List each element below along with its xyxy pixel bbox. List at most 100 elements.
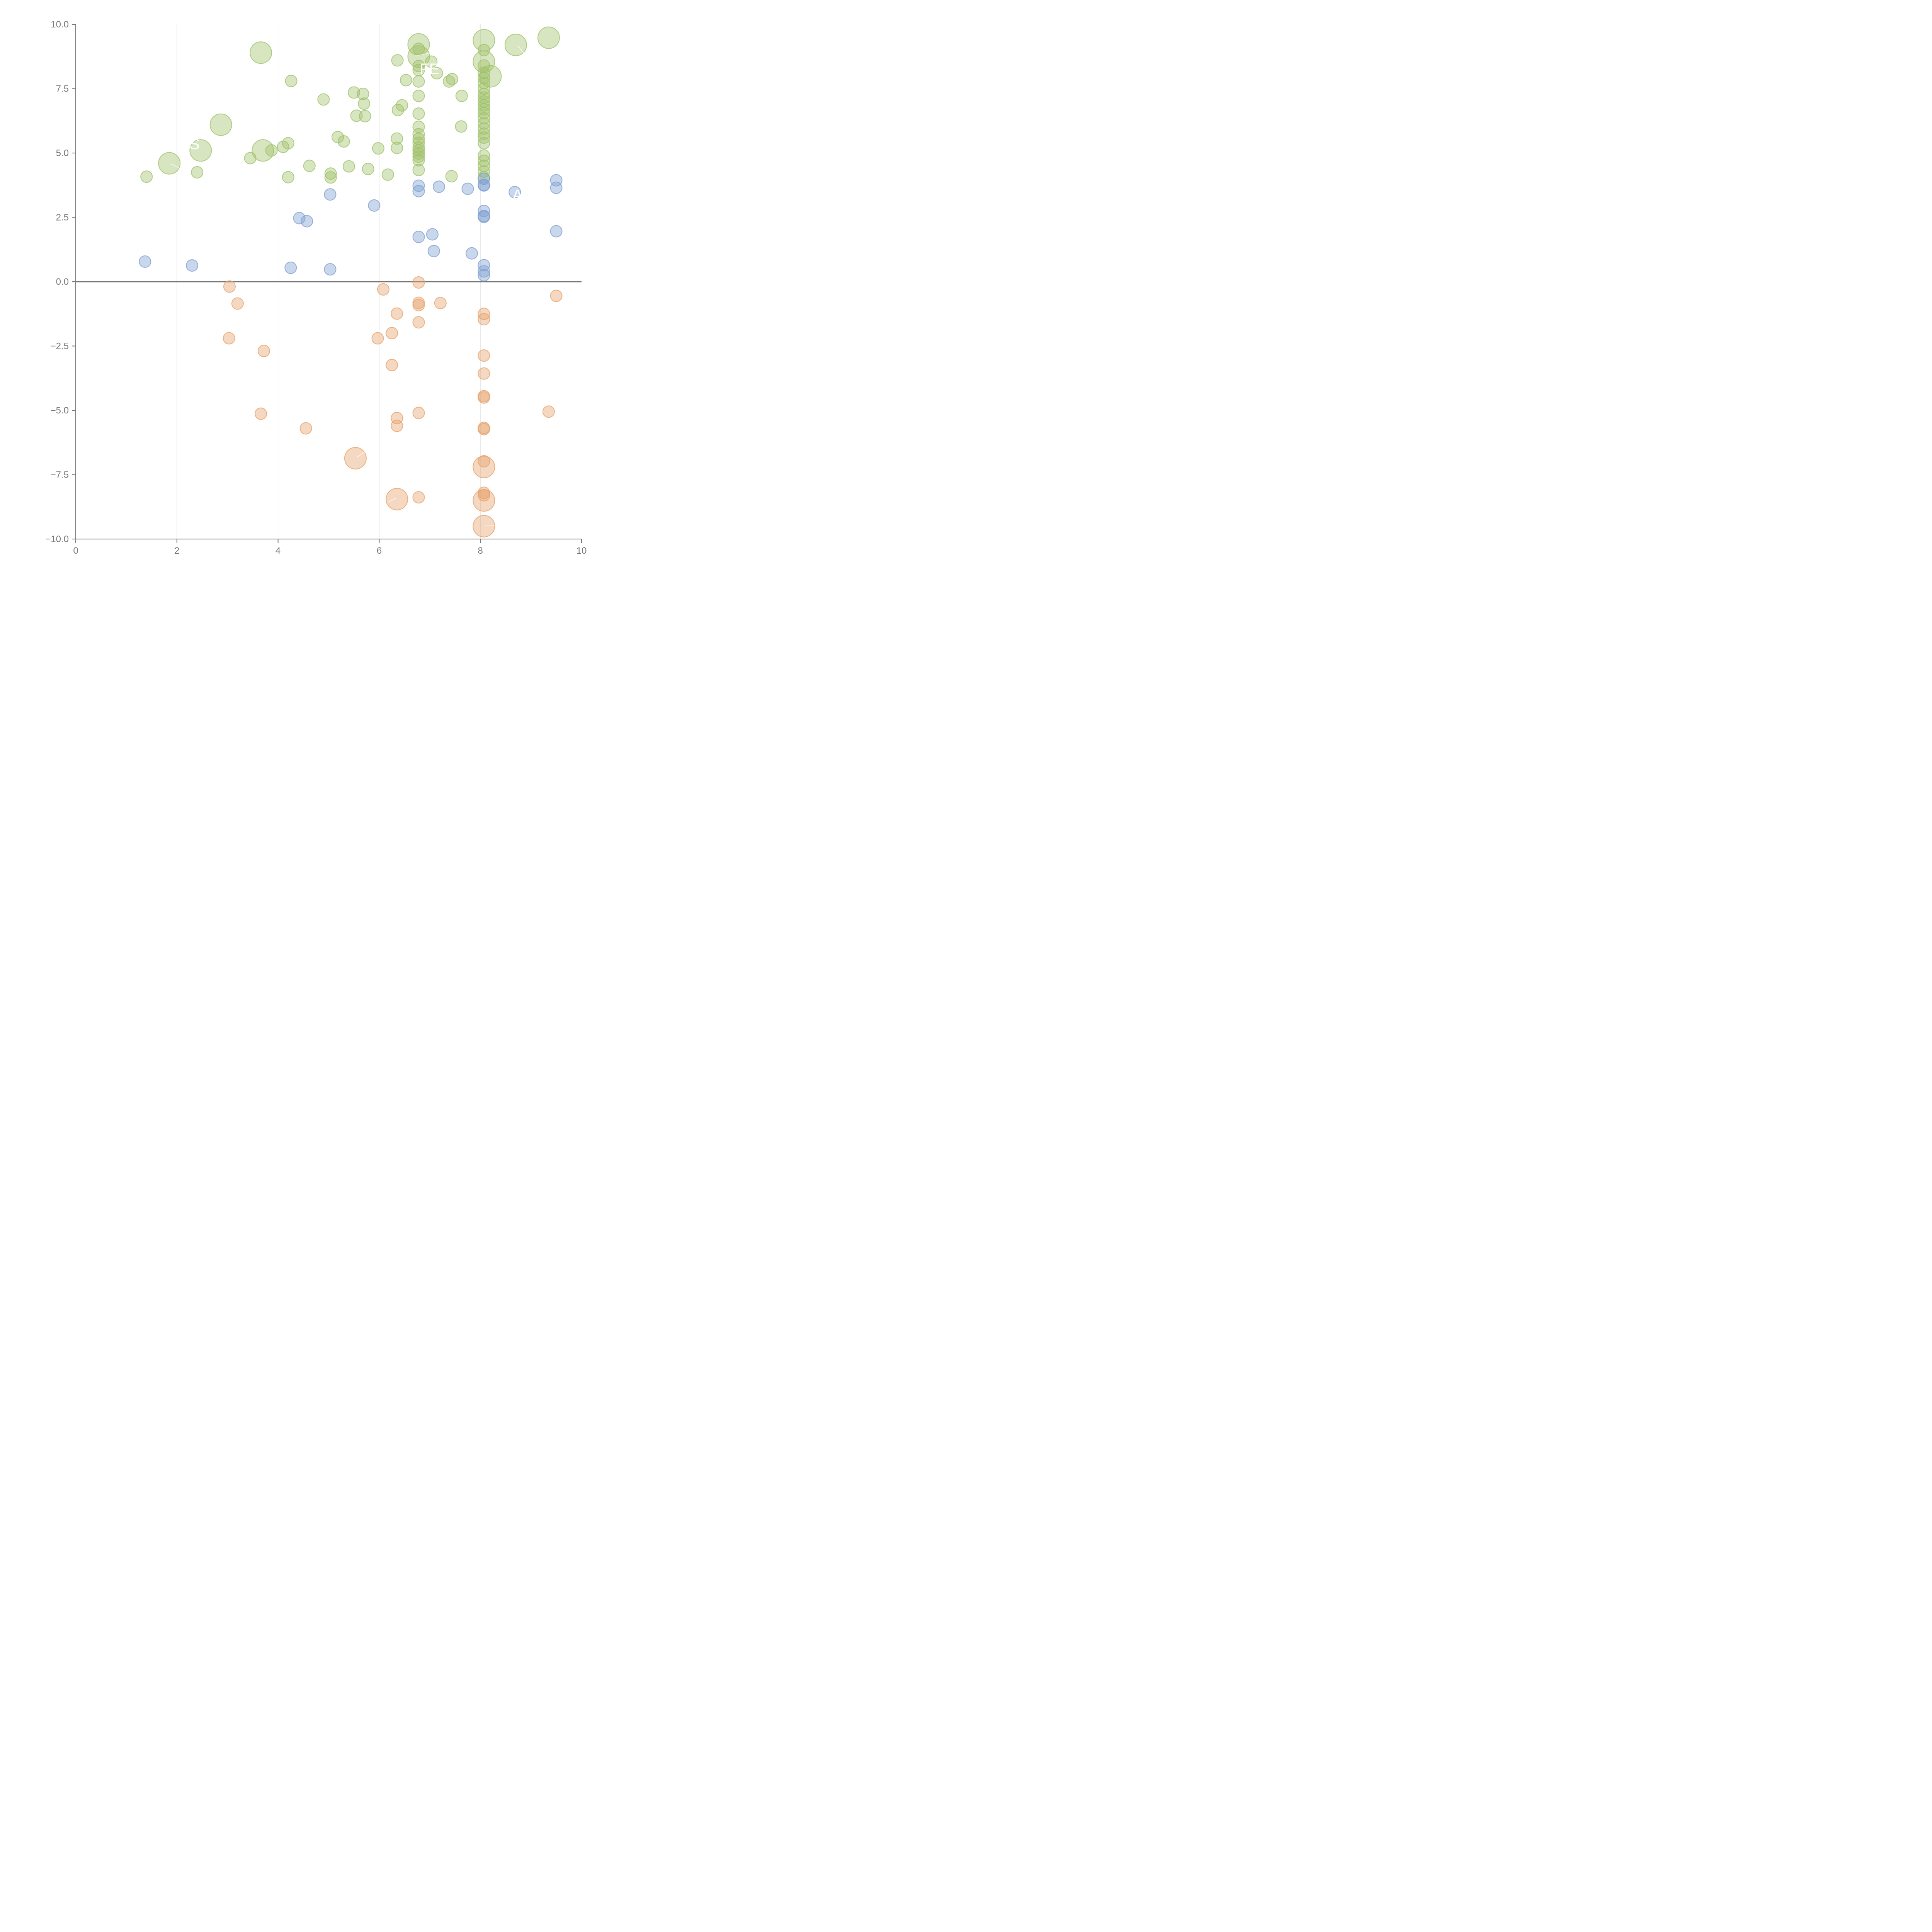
data-point xyxy=(430,67,443,80)
data-point xyxy=(407,33,430,56)
data-point xyxy=(252,139,274,162)
data-point xyxy=(478,112,490,125)
data-point xyxy=(445,170,458,182)
scatter-chart: 0 2 4 6 8 10 10.0 7.5 5.0 2.5 0.0 −2.5 −5.0 −7.5 −10.0… xyxy=(45,19,587,556)
data-point xyxy=(303,160,316,172)
data-point xyxy=(412,121,425,133)
data-point xyxy=(223,332,235,345)
data-point xyxy=(412,231,425,243)
y-tick-label: 2.5 xyxy=(56,213,69,223)
y-tick-label: 10.0 xyxy=(51,19,69,30)
x-tick-label: 6 xyxy=(377,546,382,556)
data-point xyxy=(412,179,425,192)
data-point xyxy=(391,141,403,154)
data-point xyxy=(478,391,490,404)
data-point xyxy=(359,110,371,122)
data-point xyxy=(158,152,181,175)
data-point xyxy=(317,93,330,106)
annotation-labels: S FE A xyxy=(170,45,524,526)
data-point xyxy=(550,174,563,187)
data-point xyxy=(465,247,478,260)
y-tick-label: 5.0 xyxy=(56,148,69,158)
data-point xyxy=(377,283,389,296)
data-point xyxy=(386,488,408,510)
data-point xyxy=(478,77,490,89)
data-point xyxy=(473,29,495,52)
data-point xyxy=(412,136,425,149)
data-point xyxy=(209,113,232,136)
data-point xyxy=(412,141,425,154)
data-point xyxy=(250,41,272,64)
data-point xyxy=(189,139,212,162)
data-point xyxy=(140,170,153,183)
data-point xyxy=(386,359,398,371)
data-point xyxy=(368,199,381,212)
data-point xyxy=(358,97,371,110)
x-tick-label: 2 xyxy=(174,546,179,556)
data-point xyxy=(478,423,490,435)
data-points xyxy=(139,26,563,537)
data-point xyxy=(282,137,294,150)
data-point xyxy=(412,491,425,504)
data-point xyxy=(425,55,438,68)
data-point xyxy=(478,172,490,185)
data-point xyxy=(324,188,337,201)
data-point xyxy=(391,419,403,432)
data-point xyxy=(478,367,490,380)
data-point xyxy=(337,135,350,148)
data-point xyxy=(412,107,425,120)
data-point xyxy=(478,210,490,223)
data-point xyxy=(478,259,490,272)
data-point xyxy=(412,133,425,145)
data-point xyxy=(357,87,369,100)
annotation-label-s: S xyxy=(189,136,200,153)
data-point xyxy=(461,182,474,195)
data-point xyxy=(282,171,294,184)
data-point xyxy=(427,245,440,257)
data-point xyxy=(478,87,490,100)
data-point xyxy=(550,289,563,302)
data-point xyxy=(455,120,468,133)
data-point xyxy=(478,154,490,167)
data-point xyxy=(455,90,468,102)
data-point xyxy=(426,228,439,241)
data-point xyxy=(412,43,425,55)
data-point xyxy=(478,313,490,326)
data-point xyxy=(223,280,236,293)
data-point xyxy=(293,212,306,224)
data-point xyxy=(412,276,425,289)
data-point xyxy=(412,90,425,102)
annotation-leader-line xyxy=(388,498,396,503)
data-point xyxy=(412,316,425,329)
data-point xyxy=(434,297,447,310)
y-tick-label: 0.0 xyxy=(56,277,69,287)
data-point xyxy=(478,349,490,362)
data-point xyxy=(299,422,312,435)
data-point xyxy=(344,447,367,469)
data-point xyxy=(332,131,344,143)
data-point xyxy=(478,91,490,104)
data-point xyxy=(186,259,199,272)
data-point xyxy=(473,489,495,512)
y-tick-label: −2.5 xyxy=(51,341,69,352)
y-tick-label: −10.0 xyxy=(45,534,69,544)
data-point xyxy=(284,262,297,274)
data-point xyxy=(550,181,563,194)
data-point xyxy=(372,142,384,155)
data-point xyxy=(412,128,425,141)
data-point xyxy=(324,263,337,276)
data-point xyxy=(255,407,267,420)
data-point xyxy=(478,131,490,144)
annotation-leader-line xyxy=(170,163,188,172)
data-point xyxy=(542,405,555,418)
data-point xyxy=(478,122,490,135)
tick-labels: 0 2 4 6 8 10 10.0 7.5 5.0 2.5 0.0 −2.5 −5.0 −7.5 −10.0 xyxy=(45,19,587,556)
data-point xyxy=(285,75,298,87)
data-point xyxy=(301,215,313,228)
data-point xyxy=(324,171,337,184)
y-tick-label: −5.0 xyxy=(51,405,69,416)
data-point xyxy=(479,65,502,88)
data-point xyxy=(432,180,445,193)
data-point xyxy=(412,154,425,167)
y-tick-label: 7.5 xyxy=(56,84,69,94)
